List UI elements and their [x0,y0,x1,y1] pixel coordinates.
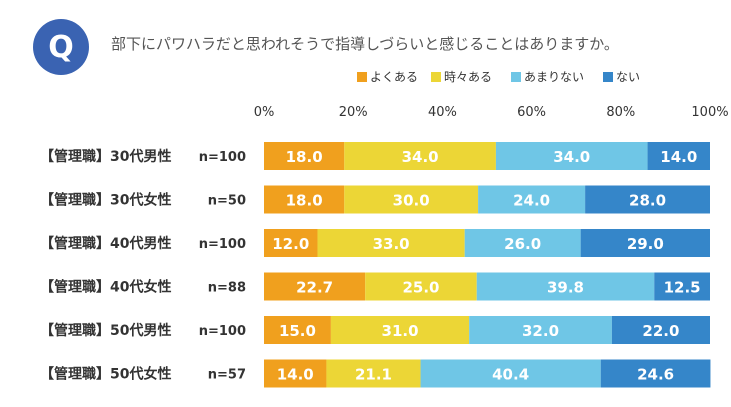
question-badge-icon: Q [33,19,89,75]
legend-swatch-0 [357,72,367,82]
x-tick-label: 100% [691,105,728,120]
data-label: 28.0 [629,192,666,210]
question-text: 部下にパワハラだと思われそうで指導しづらいと感じることはありますか。 [111,35,619,53]
legend-label-0: よくある [370,70,418,84]
sample-size-label: n=50 [208,194,246,209]
bar-segment [344,142,496,170]
x-tick-label: 60% [517,105,546,120]
bar-segment [330,316,470,344]
data-label: 31.0 [382,322,419,340]
data-label: 26.0 [504,235,541,253]
data-label: 22.7 [296,279,333,297]
x-tick-label: 20% [339,105,368,120]
sample-size-label: n=88 [208,281,246,296]
legend-label-1: 時々ある [444,70,492,84]
data-label: 12.0 [272,235,309,253]
data-label: 25.0 [402,279,439,297]
data-label: 22.0 [642,322,679,340]
category-label: 【管理職】40代男性 [40,235,171,252]
data-label: 39.8 [547,279,584,297]
bar-segment [264,185,345,214]
category-label: 【管理職】40代女性 [40,279,171,296]
data-label: 24.0 [513,192,550,210]
data-label: 29.0 [627,235,664,253]
bar-segment [264,142,345,170]
bar-segment [326,359,421,388]
data-label: 18.0 [286,192,323,210]
bar-segment [264,272,366,301]
data-label: 12.5 [664,279,701,297]
legend-label-2: あまりない [524,70,584,84]
data-label: 21.1 [355,366,392,384]
sample-size-label: n=100 [199,237,246,252]
data-label: 24.6 [637,366,674,384]
category-label: 【管理職】50代男性 [40,322,171,339]
bar-segment [464,229,581,257]
legend-swatch-1 [431,72,441,82]
category-label: 【管理職】30代男性 [40,148,171,165]
bar-segment [495,142,648,170]
bar-segment [365,272,477,301]
legend-swatch-2 [511,72,521,82]
bar-segment [654,272,710,301]
data-label: 14.0 [277,366,314,384]
bar-segment [420,359,601,388]
category-label: 【管理職】30代女性 [40,192,171,209]
data-label: 32.0 [522,322,559,340]
bar-segment [469,316,612,344]
legend-swatch-3 [603,72,613,82]
bar-segment [264,316,331,344]
bar-segment [476,272,655,301]
x-tick-label: 80% [606,105,635,120]
bar-segment [611,316,710,344]
sample-size-label: n=100 [199,324,246,339]
bar-segment [600,359,711,388]
data-label: 34.0 [553,148,590,166]
bar-segment [478,185,586,214]
data-label: 18.0 [286,148,323,166]
legend-label-3: ない [616,70,640,84]
data-label: 15.0 [279,322,316,340]
bar-segment [647,142,710,170]
bar-segment [344,185,479,214]
sample-size-label: n=57 [208,368,246,383]
data-label: 40.4 [492,366,529,384]
bar-segment [580,229,710,257]
x-tick-label: 0% [254,105,275,120]
x-tick-label: 40% [428,105,457,120]
bar-segment [585,185,710,214]
data-label: 33.0 [373,235,410,253]
bar-segment [264,359,327,388]
data-label: 30.0 [393,192,430,210]
sample-size-label: n=100 [199,150,246,165]
bar-segment [317,229,465,257]
bar-segment [264,229,318,257]
data-label: 34.0 [402,148,439,166]
data-label: 14.0 [660,148,697,166]
category-label: 【管理職】50代女性 [40,366,171,383]
